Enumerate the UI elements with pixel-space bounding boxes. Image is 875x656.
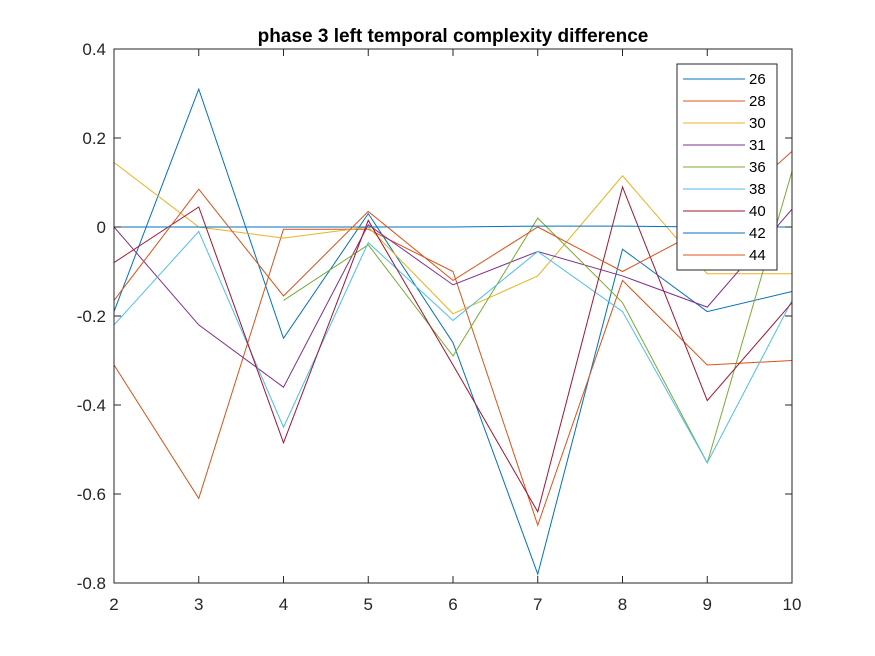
y-tick-label: -0.2 <box>77 307 106 326</box>
legend-label-44: 44 <box>749 247 766 264</box>
series-line-40 <box>114 185 792 514</box>
x-tick-label: 8 <box>618 595 627 614</box>
y-tick-label: -0.8 <box>77 574 106 593</box>
legend-label-31: 31 <box>749 137 766 154</box>
chart-title: phase 3 left temporal complexity differe… <box>258 26 649 47</box>
series-line-26 <box>114 87 792 576</box>
legend: 26 28 30 31 36 38 40 42 44 <box>676 63 778 271</box>
x-tick-label: 9 <box>703 595 712 614</box>
series-line-31 <box>114 208 792 388</box>
x-tick-label: 2 <box>109 595 118 614</box>
series-line-38 <box>114 230 792 464</box>
legend-label-42: 42 <box>749 225 766 242</box>
legend-label-36: 36 <box>749 159 766 176</box>
x-tick-label: 5 <box>364 595 373 614</box>
x-tick-label: 10 <box>783 595 802 614</box>
y-tick-label: -0.4 <box>77 396 106 415</box>
legend-label-38: 38 <box>749 181 766 198</box>
y-tick-label: -0.6 <box>77 485 106 504</box>
x-tick-label: 6 <box>448 595 457 614</box>
legend-label-26: 26 <box>749 71 766 88</box>
series-group <box>114 87 792 576</box>
y-tick-label: 0 <box>97 218 106 237</box>
legend-label-30: 30 <box>749 115 766 132</box>
legend-label-28: 28 <box>749 93 766 110</box>
series-line-28 <box>114 228 792 527</box>
y-tick-label: 0.2 <box>82 129 106 148</box>
x-tick-label: 3 <box>194 595 203 614</box>
legend-label-40: 40 <box>749 203 766 220</box>
x-tick-label: 7 <box>533 595 542 614</box>
x-tick-label: 4 <box>279 595 288 614</box>
y-tick-label: 0.4 <box>82 40 106 59</box>
